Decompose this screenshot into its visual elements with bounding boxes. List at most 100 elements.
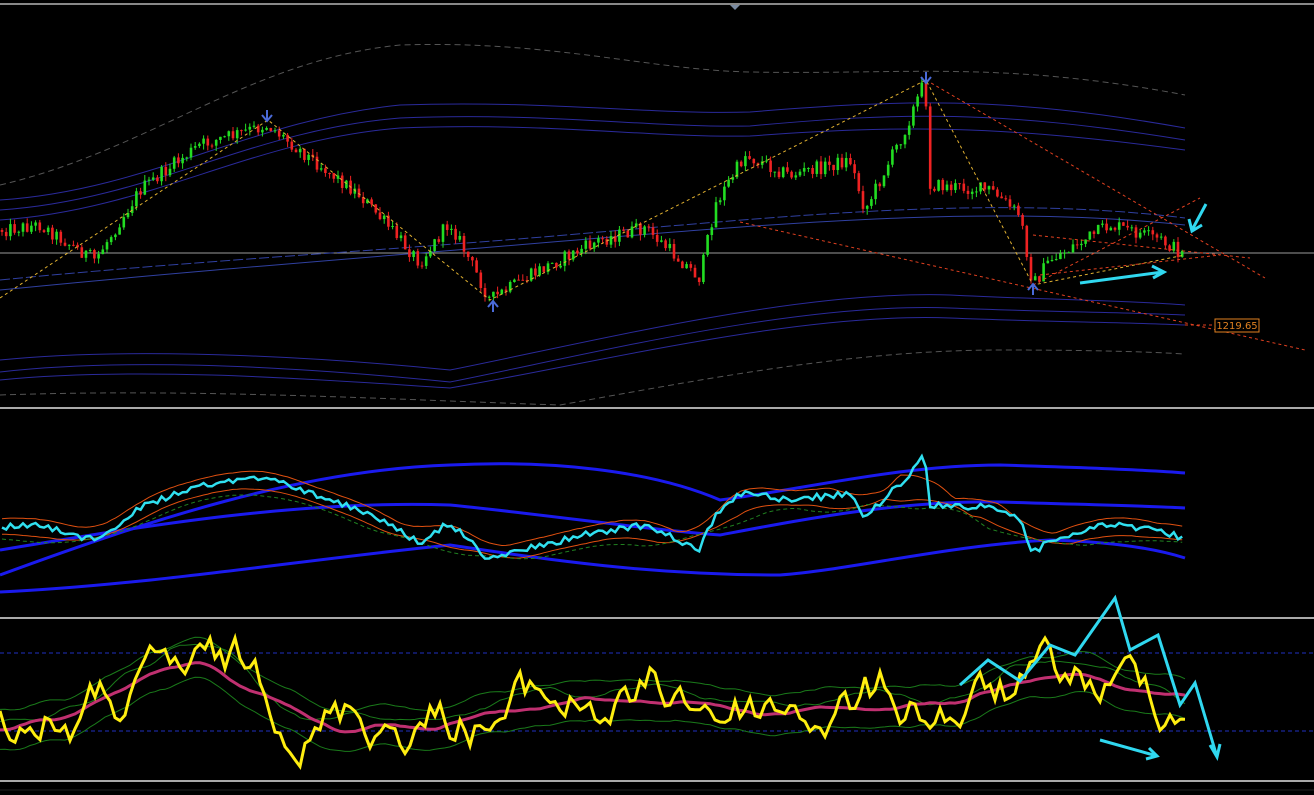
candle-body bbox=[1138, 232, 1142, 238]
candle-body bbox=[185, 157, 189, 159]
candle-body bbox=[38, 222, 42, 231]
candle-body bbox=[1092, 231, 1096, 234]
candle-body bbox=[601, 238, 604, 240]
band bbox=[0, 115, 1186, 211]
candle-body bbox=[408, 249, 411, 258]
candle-body bbox=[25, 223, 29, 232]
candle-body bbox=[1021, 215, 1024, 226]
candle-body bbox=[576, 250, 579, 254]
signal-average bbox=[0, 661, 1186, 734]
candle-body bbox=[954, 183, 957, 191]
candle-body bbox=[928, 106, 932, 189]
candle-body bbox=[1164, 236, 1167, 246]
candle-body bbox=[899, 144, 903, 146]
candle-body bbox=[714, 202, 718, 228]
candle-body bbox=[836, 157, 840, 171]
candle-body bbox=[702, 254, 705, 283]
candle-body bbox=[1176, 241, 1180, 257]
candle-body bbox=[487, 296, 491, 298]
candle-body bbox=[315, 156, 319, 170]
candle-body bbox=[1151, 230, 1155, 235]
candle-body bbox=[1159, 236, 1163, 238]
trend-line bbox=[1032, 234, 1251, 259]
candle-body bbox=[504, 289, 508, 292]
envelope bbox=[0, 636, 1186, 712]
candle-body bbox=[340, 175, 344, 188]
candle-body bbox=[1147, 230, 1150, 232]
candle-body bbox=[517, 279, 520, 281]
price-label-box bbox=[1214, 318, 1260, 333]
candle-body bbox=[941, 179, 945, 191]
candle-body bbox=[739, 161, 743, 167]
candle-body bbox=[130, 206, 134, 213]
candle-body bbox=[21, 223, 25, 232]
candle-body bbox=[588, 240, 592, 249]
candle-body bbox=[202, 138, 205, 144]
candle-body bbox=[424, 256, 428, 266]
candle-body bbox=[849, 158, 852, 165]
candle-body bbox=[1126, 225, 1129, 228]
candle-body bbox=[336, 175, 340, 179]
candle-body bbox=[819, 161, 823, 175]
candle-body bbox=[756, 163, 760, 165]
candle-body bbox=[332, 173, 336, 179]
trend-lines bbox=[0, 79, 1306, 351]
candle-body bbox=[168, 168, 172, 176]
candle-body bbox=[223, 136, 226, 138]
candle-body bbox=[248, 126, 252, 130]
candle-body bbox=[609, 236, 613, 245]
candle-body bbox=[949, 184, 953, 191]
candle-body bbox=[613, 236, 617, 242]
candle-body bbox=[353, 188, 357, 194]
candle-body bbox=[979, 182, 982, 192]
candle-body bbox=[1113, 227, 1117, 230]
candle-body bbox=[4, 231, 8, 237]
candle-body bbox=[30, 225, 33, 232]
candle-body bbox=[857, 173, 861, 192]
candle-body bbox=[1012, 205, 1016, 207]
candle-body bbox=[391, 226, 394, 228]
candle-body bbox=[962, 183, 966, 191]
candle-body bbox=[744, 156, 747, 167]
candle-body bbox=[811, 168, 814, 174]
candle-body bbox=[840, 157, 844, 168]
candle-body bbox=[1071, 244, 1075, 253]
candle-body bbox=[122, 217, 126, 228]
candle-body bbox=[471, 256, 474, 261]
candle-body bbox=[198, 143, 201, 147]
candle-body bbox=[1054, 259, 1058, 261]
candle-body bbox=[916, 96, 919, 107]
candle-body bbox=[479, 272, 483, 289]
candle-body bbox=[231, 131, 235, 139]
candle-body bbox=[135, 191, 138, 207]
signal-line bbox=[1, 453, 1183, 560]
candle-body bbox=[193, 146, 197, 148]
candle-body bbox=[1038, 276, 1041, 282]
price-label: 1219.65 bbox=[1216, 321, 1257, 332]
fractal-up bbox=[487, 299, 499, 312]
candle-body bbox=[1075, 244, 1079, 246]
candle-body bbox=[1180, 250, 1184, 257]
candle-body bbox=[605, 239, 609, 245]
candle-body bbox=[93, 250, 96, 259]
bands bbox=[0, 43, 1186, 406]
candle-body bbox=[567, 251, 571, 260]
candle-body bbox=[983, 182, 987, 190]
candle-body bbox=[324, 168, 327, 174]
candle-body bbox=[366, 199, 369, 204]
candle-body bbox=[1017, 205, 1020, 216]
candle-body bbox=[508, 281, 512, 292]
candle-body bbox=[710, 227, 714, 235]
candle-body bbox=[996, 189, 999, 197]
candle-body bbox=[286, 134, 289, 142]
candle-body bbox=[298, 148, 302, 153]
fractal-down bbox=[261, 110, 273, 123]
candle-body bbox=[676, 258, 680, 262]
candle-body bbox=[399, 235, 403, 239]
candle-body bbox=[790, 171, 793, 178]
candle-body bbox=[294, 149, 298, 153]
candle-body bbox=[1172, 241, 1176, 251]
candle-body bbox=[1130, 227, 1134, 229]
candle-body bbox=[240, 130, 243, 132]
